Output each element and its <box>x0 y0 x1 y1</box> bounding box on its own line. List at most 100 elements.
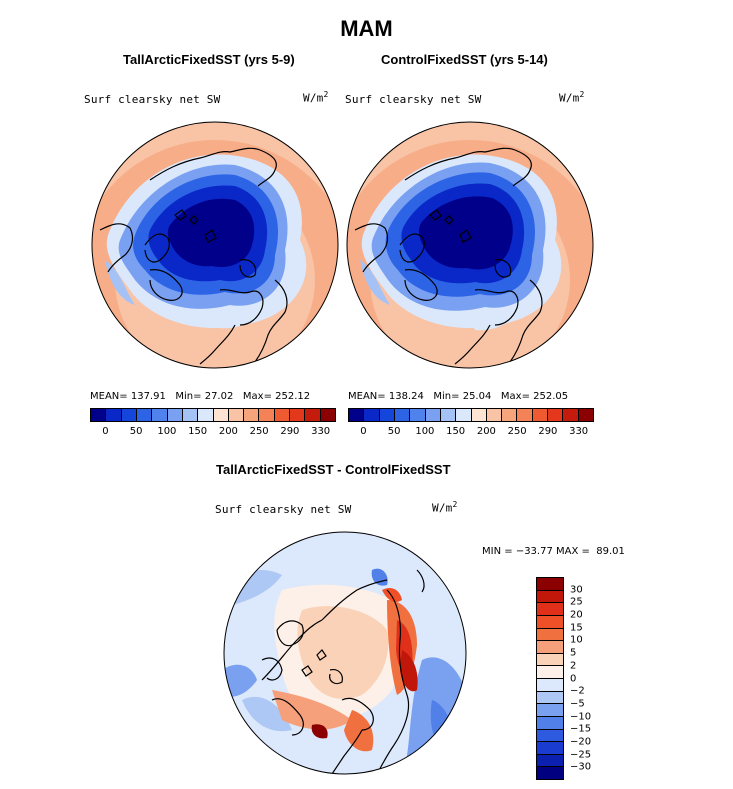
colorbar-tick-label: 290 <box>538 426 558 437</box>
panel-left-stats: MEAN= 137.91 Min= 27.02 Max= 252.12 <box>90 391 311 402</box>
colorbar-swatch <box>410 409 426 421</box>
colorbar-tick-label: −10 <box>570 711 592 723</box>
colorbar-tick-label: 0 <box>570 673 577 684</box>
colorbar-swatch <box>106 409 122 421</box>
colorbar-swatch <box>244 409 260 421</box>
colorbar-tick-label: −25 <box>570 749 592 761</box>
colorbar-swatch <box>167 409 183 421</box>
colorbar-tick-label: 2 <box>570 660 577 672</box>
colorbar-tick-label: 15 <box>570 622 583 634</box>
colorbar-swatch <box>379 409 395 421</box>
colorbar-swatch <box>91 409 107 421</box>
panel-right-stats: MEAN= 138.24 Min= 25.04 Max= 252.05 <box>348 391 569 402</box>
colorbar-tick-label: 100 <box>157 426 177 437</box>
colorbar-swatch <box>471 409 487 421</box>
colorbar-swatch <box>364 409 380 421</box>
colorbar-swatch <box>198 409 214 421</box>
colorbar-tick-label: 250 <box>249 426 269 437</box>
colorbar-swatch <box>537 767 563 779</box>
colorbar-swatch <box>537 716 563 730</box>
colorbar-swatch <box>563 409 579 421</box>
colorbar-swatch <box>152 409 168 421</box>
colorbar-right <box>348 408 594 422</box>
colorbar-tick-label: 290 <box>280 426 300 437</box>
colorbar-swatch <box>274 409 291 421</box>
panel-right-units: W/m2 <box>559 90 585 105</box>
colorbar-swatch <box>537 754 563 768</box>
colorbar-left <box>90 408 336 422</box>
colorbar-swatch <box>349 409 365 421</box>
colorbar-tick-label: 330 <box>569 426 589 437</box>
panel-left-title: TallArcticFixedSST (yrs 5-9) <box>123 52 295 67</box>
colorbar-tick-label: 150 <box>188 426 208 437</box>
panel-diff-title: TallArcticFixedSST - ControlFixedSST <box>216 462 451 477</box>
panel-right-title: ControlFixedSST (yrs 5-14) <box>381 52 548 67</box>
colorbar-left-ticks: 0 50 100 150 200 250 290 330 <box>90 426 336 440</box>
colorbar-tick-label: 30 <box>570 584 583 596</box>
panel-diff-units: W/m2 <box>432 500 458 515</box>
colorbar-swatch <box>121 409 137 421</box>
colorbar-swatch <box>537 578 563 591</box>
colorbar-tick-label: 200 <box>476 426 496 437</box>
panel-diff-minmax: MIN = −33.77 MAX = 89.01 <box>482 546 625 557</box>
colorbar-swatch <box>136 409 153 421</box>
colorbar-swatch <box>486 409 503 421</box>
colorbar-tick-label: 20 <box>570 609 583 621</box>
colorbar-swatch <box>456 409 472 421</box>
colorbar-swatch <box>537 691 563 705</box>
colorbar-tick-label: −30 <box>570 761 592 773</box>
colorbar-swatch <box>228 409 245 421</box>
colorbar-swatch <box>182 409 199 421</box>
figure-title: MAM <box>340 16 393 41</box>
colorbar-swatch <box>537 615 563 629</box>
map-left-polar <box>91 121 339 369</box>
colorbar-swatch <box>305 409 321 421</box>
colorbar-swatch <box>290 409 306 421</box>
colorbar-tick-label: 200 <box>218 426 238 437</box>
colorbar-swatch <box>440 409 457 421</box>
colorbar-swatch <box>537 704 563 717</box>
colorbar-swatch <box>532 409 549 421</box>
panel-left-units: W/m2 <box>303 90 329 105</box>
colorbar-swatch <box>394 409 411 421</box>
map-diff-polar <box>223 531 467 775</box>
colorbar-tick-label: 250 <box>507 426 527 437</box>
colorbar-swatch <box>537 653 563 667</box>
colorbar-swatch <box>425 409 441 421</box>
map-right-polar <box>346 121 594 369</box>
colorbar-diff <box>536 577 564 780</box>
colorbar-tick-label: 10 <box>570 634 583 646</box>
colorbar-tick-label: 25 <box>570 596 583 608</box>
colorbar-swatch <box>259 409 275 421</box>
colorbar-tick-label: −20 <box>570 736 592 748</box>
colorbar-swatch <box>537 603 563 616</box>
colorbar-swatch <box>537 628 563 642</box>
colorbar-swatch <box>502 409 518 421</box>
colorbar-swatch <box>537 729 563 743</box>
colorbar-tick-label: −5 <box>570 698 585 710</box>
colorbar-tick-label: 100 <box>415 426 435 437</box>
colorbar-swatch <box>578 409 593 421</box>
colorbar-tick-label: 0 <box>102 426 109 437</box>
colorbar-tick-label: 330 <box>311 426 331 437</box>
colorbar-tick-label: 50 <box>129 426 143 437</box>
colorbar-tick-label: 150 <box>446 426 466 437</box>
panel-left-field-label: Surf clearsky net SW <box>84 93 221 106</box>
colorbar-diff-ticks: 30 25 20 15 10 5 2 0 −2 −5 −10 −15 −20 −25 −30 <box>570 577 610 780</box>
colorbar-swatch <box>537 590 563 604</box>
colorbar-swatch <box>548 409 564 421</box>
colorbar-right-ticks: 0 50 100 150 200 250 290 330 <box>348 426 594 440</box>
colorbar-tick-label: 5 <box>570 647 577 659</box>
colorbar-swatch <box>320 409 335 421</box>
colorbar-swatch <box>537 641 563 654</box>
panel-right-field-label: Surf clearsky net SW <box>345 93 482 106</box>
colorbar-swatch <box>213 409 229 421</box>
colorbar-swatch <box>537 679 563 692</box>
colorbar-tick-label: −15 <box>570 723 592 735</box>
colorbar-tick-label: −2 <box>570 685 585 697</box>
colorbar-swatch <box>517 409 533 421</box>
colorbar-swatch <box>537 742 563 755</box>
colorbar-tick-label: 50 <box>387 426 401 437</box>
panel-diff-field-label: Surf clearsky net SW <box>215 503 352 516</box>
colorbar-swatch <box>537 666 563 679</box>
